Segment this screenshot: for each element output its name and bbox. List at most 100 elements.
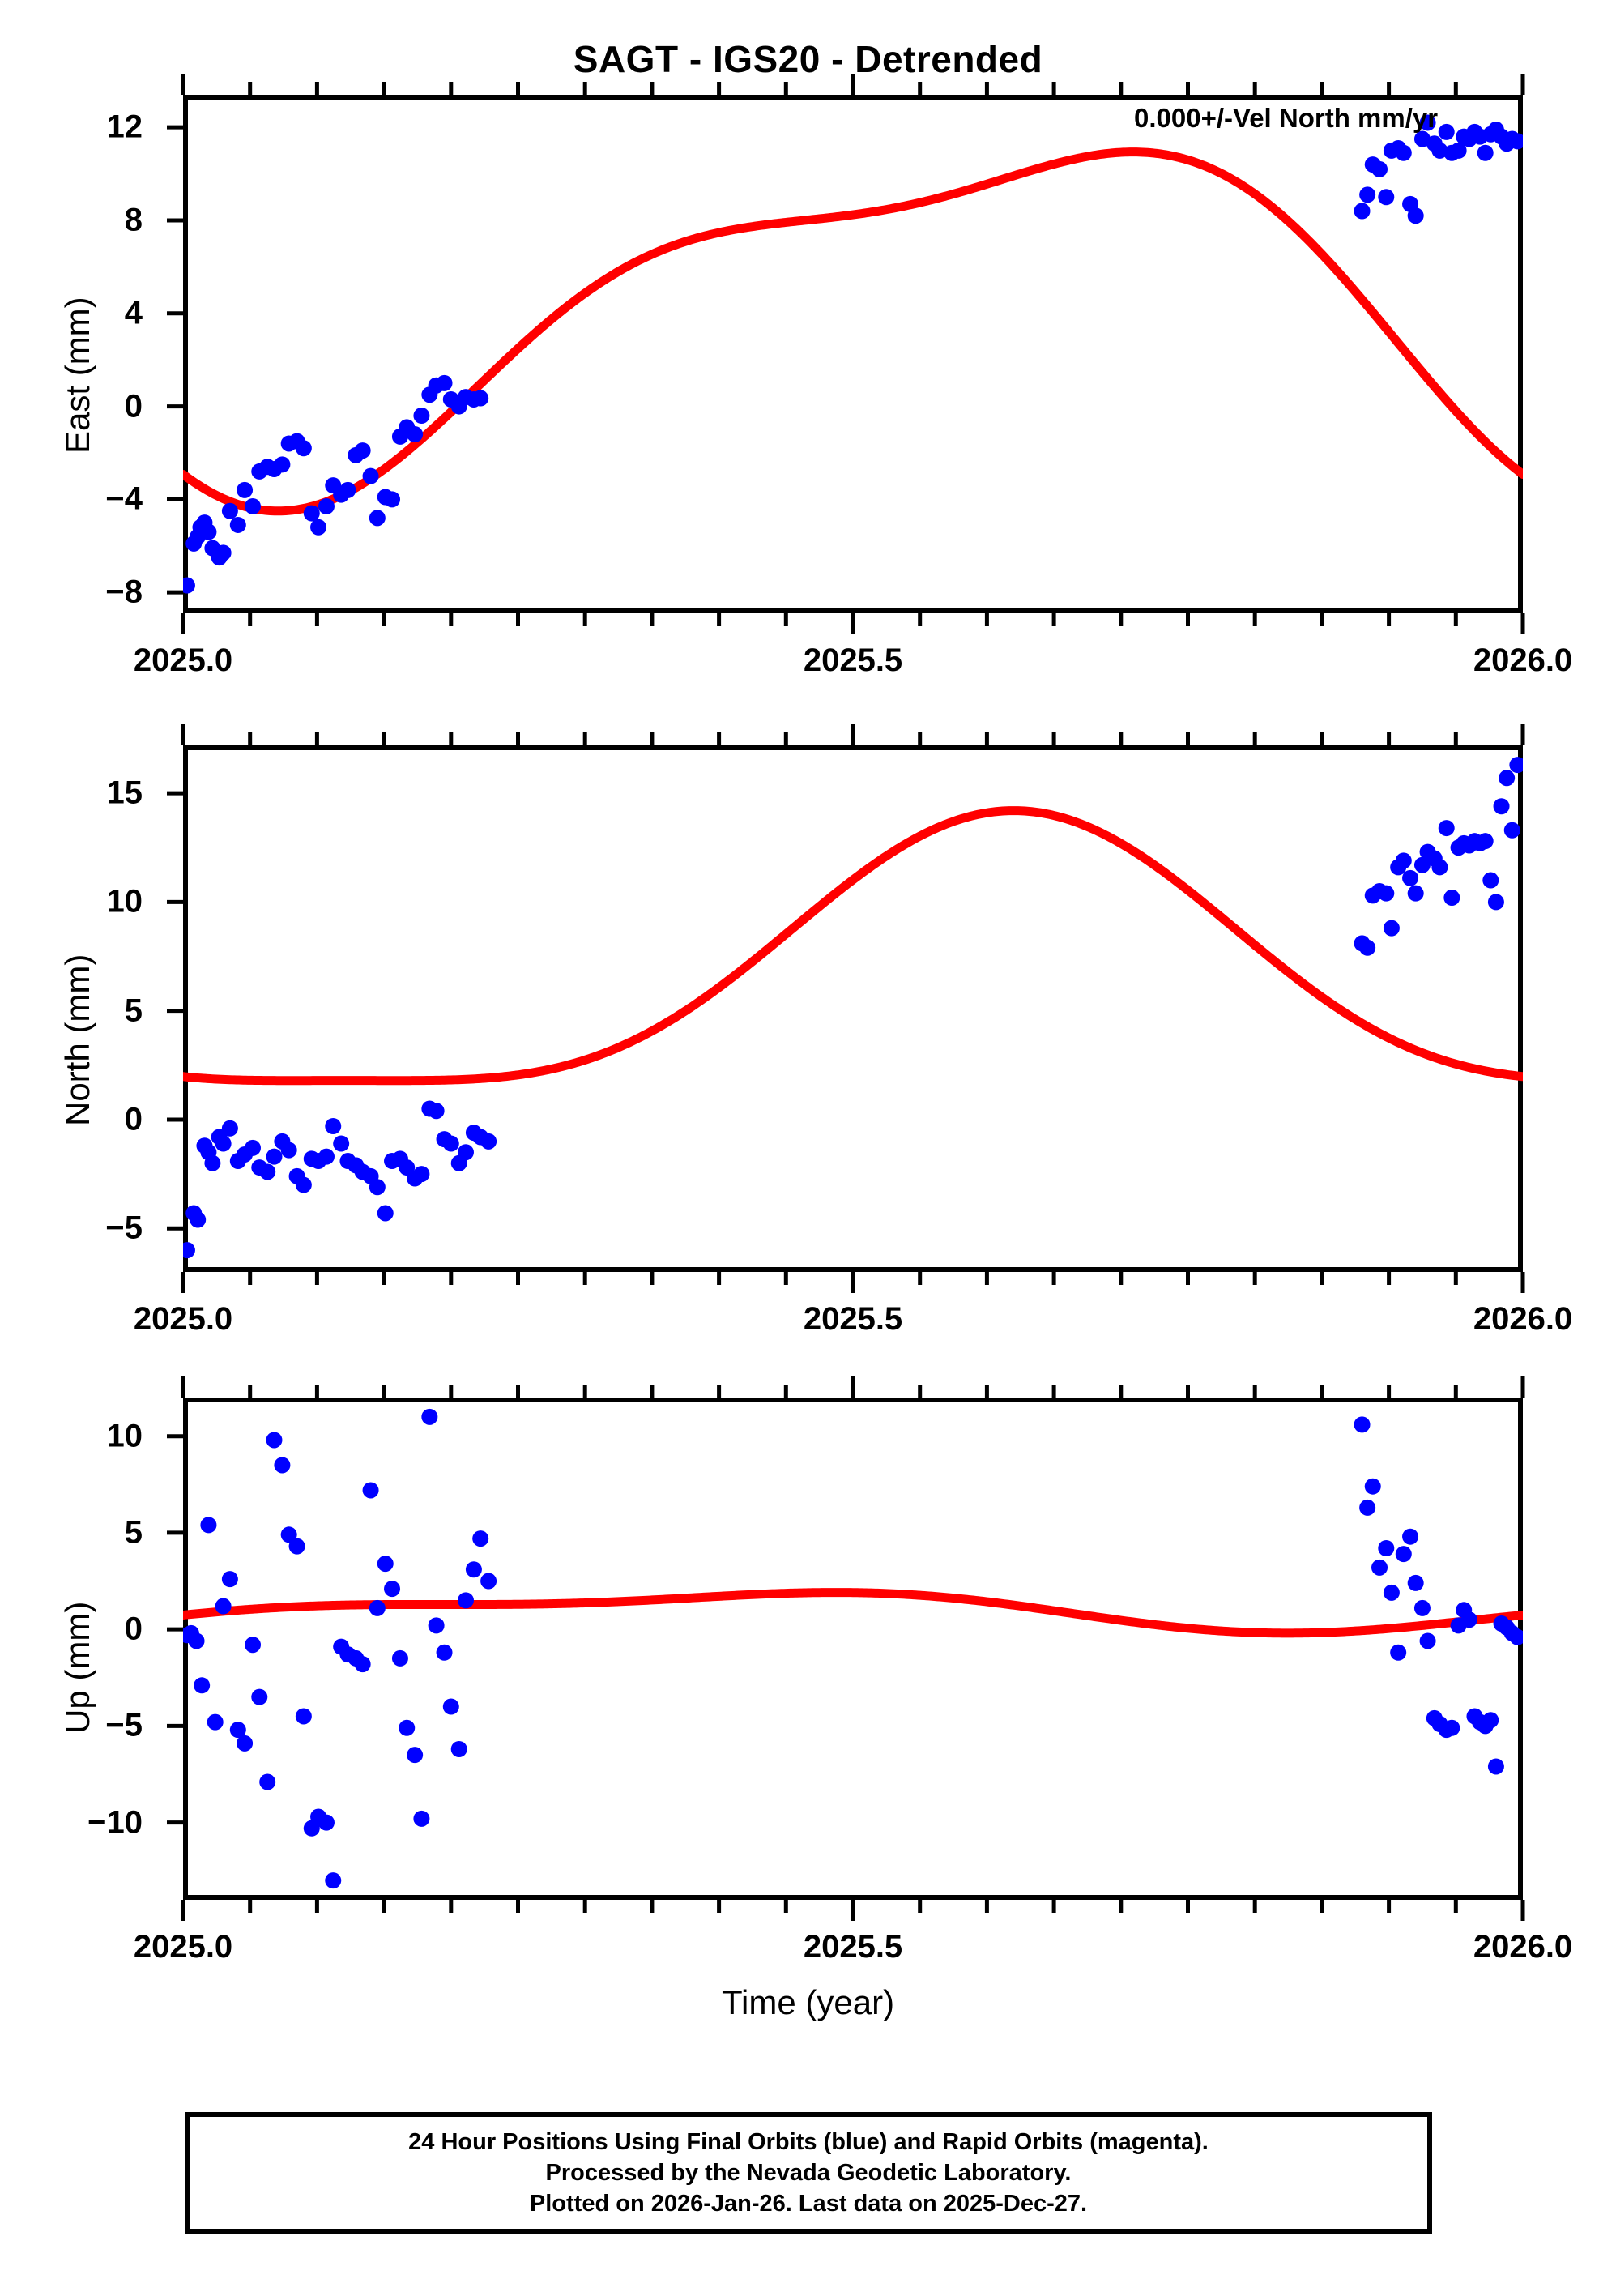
data-point — [215, 1598, 232, 1615]
data-point — [480, 1133, 497, 1150]
x-tick-label: 2026.0 — [1473, 642, 1573, 678]
data-point — [1509, 133, 1523, 150]
data-point — [251, 1688, 268, 1705]
x-tick-label: 2025.0 — [133, 642, 233, 678]
data-point — [1493, 798, 1510, 815]
data-point — [204, 1154, 221, 1171]
x-tick-label: 2025.0 — [133, 1929, 233, 1965]
data-point — [1395, 144, 1412, 161]
data-point — [274, 1457, 291, 1474]
data-point — [215, 544, 232, 561]
y-tick-label: −4 — [105, 480, 143, 517]
page-title: SAGT - IGS20 - Detrended — [573, 38, 1043, 80]
data-point — [1407, 885, 1424, 902]
data-point — [1443, 890, 1460, 907]
fit-curve — [183, 1588, 1523, 1638]
data-point — [1419, 1632, 1436, 1649]
data-point — [1395, 1546, 1412, 1563]
fit-curve — [183, 147, 1523, 516]
data-point — [1354, 1416, 1371, 1433]
data-point — [1438, 820, 1455, 837]
data-point — [1509, 757, 1523, 774]
panel-north — [167, 724, 1525, 1293]
data-point — [369, 1599, 386, 1616]
data-point — [200, 523, 217, 540]
data-point — [1499, 770, 1516, 787]
data-point — [288, 1538, 305, 1555]
yaxis-title-north: North (mm) — [58, 954, 96, 1126]
data-point — [369, 510, 386, 527]
data-point — [362, 467, 379, 484]
data-point — [407, 1747, 424, 1764]
data-point — [1407, 207, 1424, 224]
data-point — [377, 1556, 394, 1573]
data-point — [1482, 1712, 1499, 1729]
data-point — [1443, 1719, 1460, 1736]
y-tick-label: 15 — [106, 775, 143, 811]
data-point — [245, 1139, 262, 1156]
data-point — [1371, 1559, 1388, 1576]
data-point — [266, 1148, 283, 1165]
data-point — [325, 1872, 342, 1889]
data-point — [259, 1163, 276, 1180]
data-point — [384, 491, 401, 508]
data-point — [1359, 186, 1376, 203]
y-tick-label: 5 — [124, 992, 143, 1029]
panel-east — [167, 74, 1525, 634]
data-point — [457, 1144, 474, 1161]
plot-area-east — [167, 74, 1525, 634]
data-point — [457, 1592, 474, 1609]
caption-line-3: Plotted on 2026-Jan-26. Last data on 202… — [529, 2191, 1088, 2217]
x-tick-label: 2025.5 — [803, 1929, 903, 1965]
data-point — [237, 481, 254, 498]
data-point — [1460, 1611, 1477, 1628]
data-point — [377, 1205, 394, 1222]
data-point — [229, 516, 246, 533]
y-tick-label: 0 — [124, 1611, 143, 1647]
data-point — [190, 1211, 207, 1228]
x-tick-label: 2025.0 — [133, 1301, 233, 1337]
data-point — [413, 1810, 430, 1827]
data-point — [480, 1573, 497, 1590]
data-point — [303, 505, 320, 522]
fit-curve — [183, 806, 1523, 1086]
data-point — [428, 1103, 445, 1120]
data-point — [295, 440, 312, 457]
data-point — [1378, 1540, 1395, 1556]
data-point — [442, 1698, 459, 1715]
caption-line-2: Processed by the Nevada Geodetic Laborat… — [545, 2159, 1072, 2186]
data-point — [339, 481, 356, 498]
data-point — [472, 1530, 489, 1547]
data-point — [1390, 1644, 1407, 1661]
data-point — [200, 1517, 217, 1534]
data-point — [1378, 189, 1395, 206]
data-point — [259, 1773, 276, 1790]
data-point — [245, 497, 262, 514]
data-point — [421, 1408, 438, 1425]
data-point — [1431, 859, 1448, 876]
x-tick-label: 2026.0 — [1473, 1929, 1573, 1965]
data-point — [1487, 1758, 1504, 1775]
data-point — [413, 1166, 430, 1183]
data-point — [295, 1176, 312, 1193]
panel-up — [167, 1376, 1525, 1921]
y-tick-label: −10 — [87, 1804, 143, 1841]
y-tick-label: 10 — [106, 883, 143, 920]
y-tick-label: 0 — [124, 388, 143, 425]
data-point — [1503, 822, 1520, 839]
data-point — [188, 1632, 205, 1649]
data-point — [221, 502, 238, 519]
data-point — [325, 1118, 342, 1135]
data-point — [1482, 872, 1499, 889]
data-point — [1413, 856, 1431, 873]
data-point — [407, 426, 424, 443]
data-point — [1413, 1599, 1431, 1616]
data-point — [442, 1135, 459, 1152]
data-point — [318, 497, 335, 514]
data-point — [183, 1242, 195, 1259]
y-tick-label: −5 — [105, 1707, 143, 1743]
plot-area-up — [167, 1376, 1525, 1921]
data-point — [1402, 1528, 1419, 1545]
data-point — [1383, 920, 1400, 937]
data-point — [310, 519, 327, 536]
